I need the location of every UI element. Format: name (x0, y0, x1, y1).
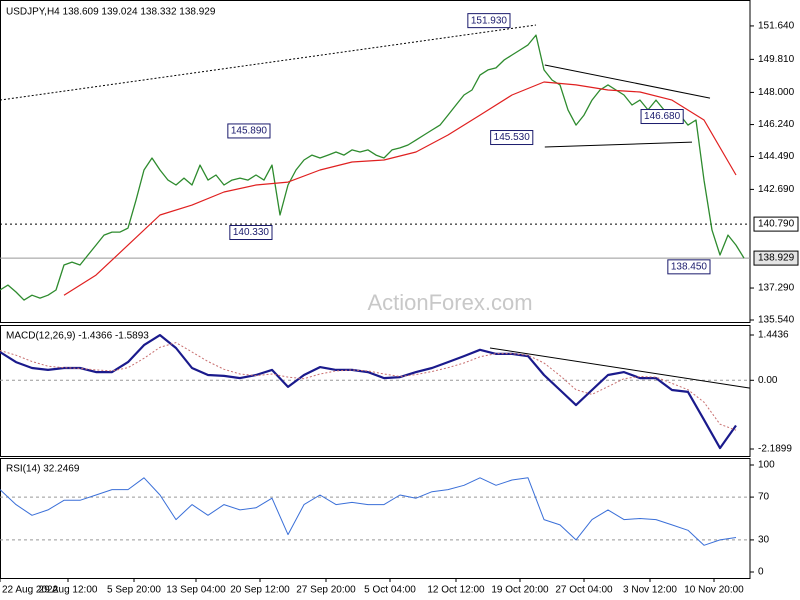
rsi-panel (0, 458, 751, 579)
y-tick-label: 144.490 (758, 151, 795, 162)
watermark: ActionForex.com (367, 290, 532, 315)
x-tick-label: 13 Sep 04:00 (166, 585, 226, 596)
trend-line (544, 141, 693, 148)
annotation-box (490, 130, 534, 146)
x-tick-label: 10 Nov 20:00 (684, 585, 744, 596)
trend-line (489, 347, 751, 389)
x-tick-label: 27 Sep 20:00 (296, 585, 356, 596)
y-tick-label: 148.000 (758, 87, 795, 98)
macd-panel (0, 325, 751, 457)
y-tick-label: 70 (758, 492, 770, 503)
x-tick-label: 20 Sep 12:00 (230, 585, 290, 596)
x-tick-label: 12 Oct 12:00 (427, 585, 485, 596)
level-tag (753, 250, 799, 266)
annotation-label: 151.930 (471, 15, 508, 26)
x-tick-label: 5 Sep 20:00 (107, 585, 161, 596)
level-label: 138.929 (758, 253, 795, 264)
trend-line (544, 64, 711, 99)
series-line (63, 81, 737, 296)
y-tick-label: 0 (758, 567, 764, 578)
level-tag (753, 216, 799, 232)
annotation-label: 140.330 (233, 227, 270, 238)
y-tick-label: 30 (758, 535, 770, 546)
annotation-box (467, 13, 511, 29)
y-tick-label: 142.690 (758, 184, 795, 195)
annotation-box (667, 259, 711, 275)
panel-title: USDJPY,H4 138.609 139.024 138.332 138.92… (6, 7, 216, 18)
annotation-box (229, 225, 273, 241)
series-line (0, 34, 745, 301)
panel-title: MACD(12,26,9) -1.4366 -1.5893 (6, 331, 149, 342)
x-tick-label: 27 Oct 04:00 (555, 585, 613, 596)
annotation-label: 145.890 (231, 126, 268, 137)
x-tick-label: 29 Aug 12:00 (39, 585, 98, 596)
y-tick-label: 146.240 (758, 119, 795, 130)
annotation-label: 145.530 (494, 132, 531, 143)
annotation-label: 138.450 (671, 261, 708, 272)
series-line (0, 342, 737, 431)
y-tick-label: 151.640 (758, 21, 795, 32)
level-label: 140.790 (758, 219, 795, 230)
price-panel (0, 0, 751, 323)
annotation-label: 146.680 (644, 111, 681, 122)
y-tick-label: 135.540 (758, 315, 795, 326)
y-tick-label: 1.4436 (758, 330, 789, 341)
x-tick-label: 19 Oct 20:00 (491, 585, 549, 596)
annotation-box (640, 109, 684, 125)
x-tick-label: 22 Aug 2022 (2, 585, 59, 596)
series-line (0, 477, 737, 546)
series-line (0, 334, 737, 450)
y-tick-label: -2.1899 (758, 444, 792, 455)
y-tick-label: 137.290 (758, 283, 795, 294)
trend-line (0, 24, 537, 101)
annotation-box (227, 123, 271, 139)
x-tick-label: 3 Nov 12:00 (623, 585, 677, 596)
y-tick-label: 149.810 (758, 54, 795, 65)
x-tick-label: 5 Oct 04:00 (364, 585, 416, 596)
panel-title: RSI(14) 32.2469 (6, 464, 80, 475)
y-tick-label: 100 (758, 460, 775, 471)
y-tick-label: 0.00 (758, 375, 778, 386)
